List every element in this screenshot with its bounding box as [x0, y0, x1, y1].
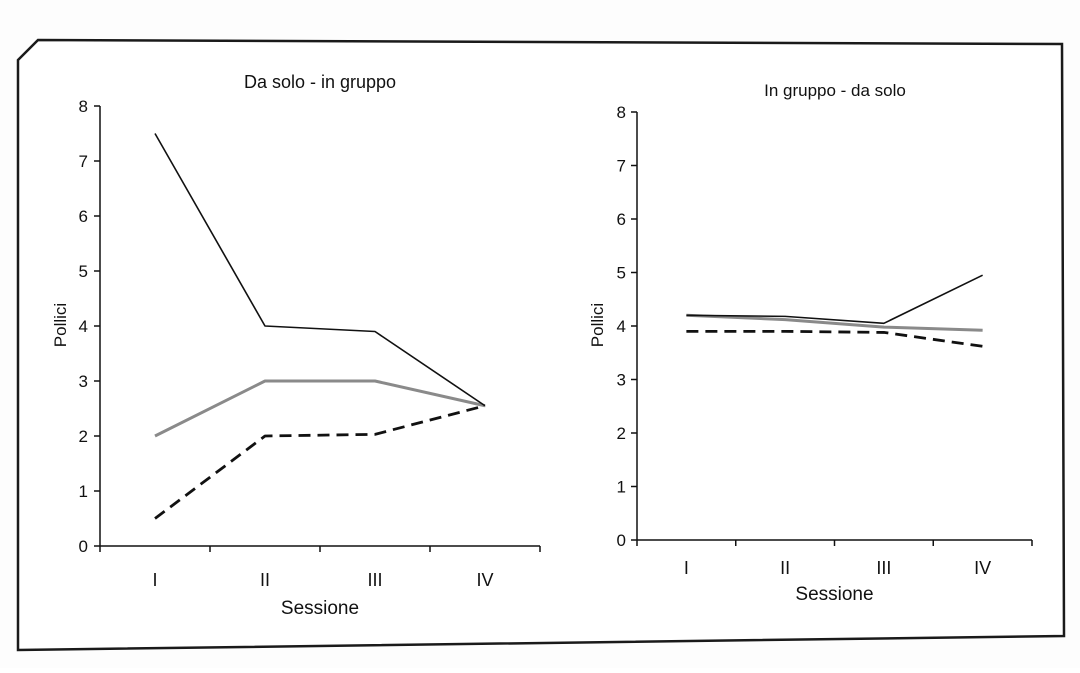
y-tick-label: 6: [79, 207, 88, 226]
y-tick-label: 0: [617, 531, 626, 550]
y-tick-label: 4: [617, 317, 626, 336]
figure-frame: [16, 38, 1066, 652]
y-tick-label: 2: [79, 427, 88, 446]
y-tick-label: 5: [617, 264, 626, 283]
chart-title: In gruppo - da solo: [764, 81, 906, 100]
chart-in-gruppo-da-solo: In gruppo - da solo Pollici Sessione 0 1 2 3 4 5…: [588, 81, 1033, 605]
y-tick-label: 4: [79, 317, 88, 336]
y-tick-label: 5: [79, 262, 88, 281]
y-tick-label: 8: [617, 103, 626, 122]
series-line-3: [686, 329, 983, 348]
x-axis-label: Sessione: [281, 598, 359, 619]
x-tick-label: I: [152, 570, 157, 590]
y-tick-label: 0: [79, 537, 88, 556]
y-tick-label: 2: [617, 424, 626, 443]
series-line-2: [686, 313, 983, 332]
series-line-3: [154, 404, 486, 520]
y-tick-label: 3: [79, 372, 88, 391]
y-axis-label: Pollici: [588, 303, 607, 347]
y-axis-label: Pollici: [51, 303, 70, 347]
y-tick-label: 7: [79, 152, 88, 171]
series-line-1: [154, 133, 486, 407]
x-tick-label: II: [260, 570, 270, 590]
y-tick-label: 6: [617, 210, 626, 229]
y-tick-label: 8: [79, 97, 88, 116]
x-tick-label: III: [367, 570, 382, 590]
x-tick-label: III: [876, 558, 891, 578]
chart-title: Da solo - in gruppo: [244, 72, 396, 92]
series-line-2: [154, 379, 486, 438]
y-tick-label: 1: [617, 478, 626, 497]
x-tick-label: IV: [974, 558, 991, 578]
x-tick-label: I: [684, 558, 689, 578]
x-tick-label: IV: [476, 570, 493, 590]
series-line-1: [686, 274, 983, 325]
chart-da-solo-in-gruppo: Da solo - in gruppo Pollici Sessione 0 1 2 3 4 5…: [51, 72, 541, 619]
x-tick-label: II: [780, 558, 790, 578]
y-tick-label: 3: [617, 371, 626, 390]
x-axis-label: Sessione: [795, 584, 873, 605]
y-tick-label: 7: [617, 157, 626, 176]
y-tick-label: 1: [79, 482, 88, 501]
